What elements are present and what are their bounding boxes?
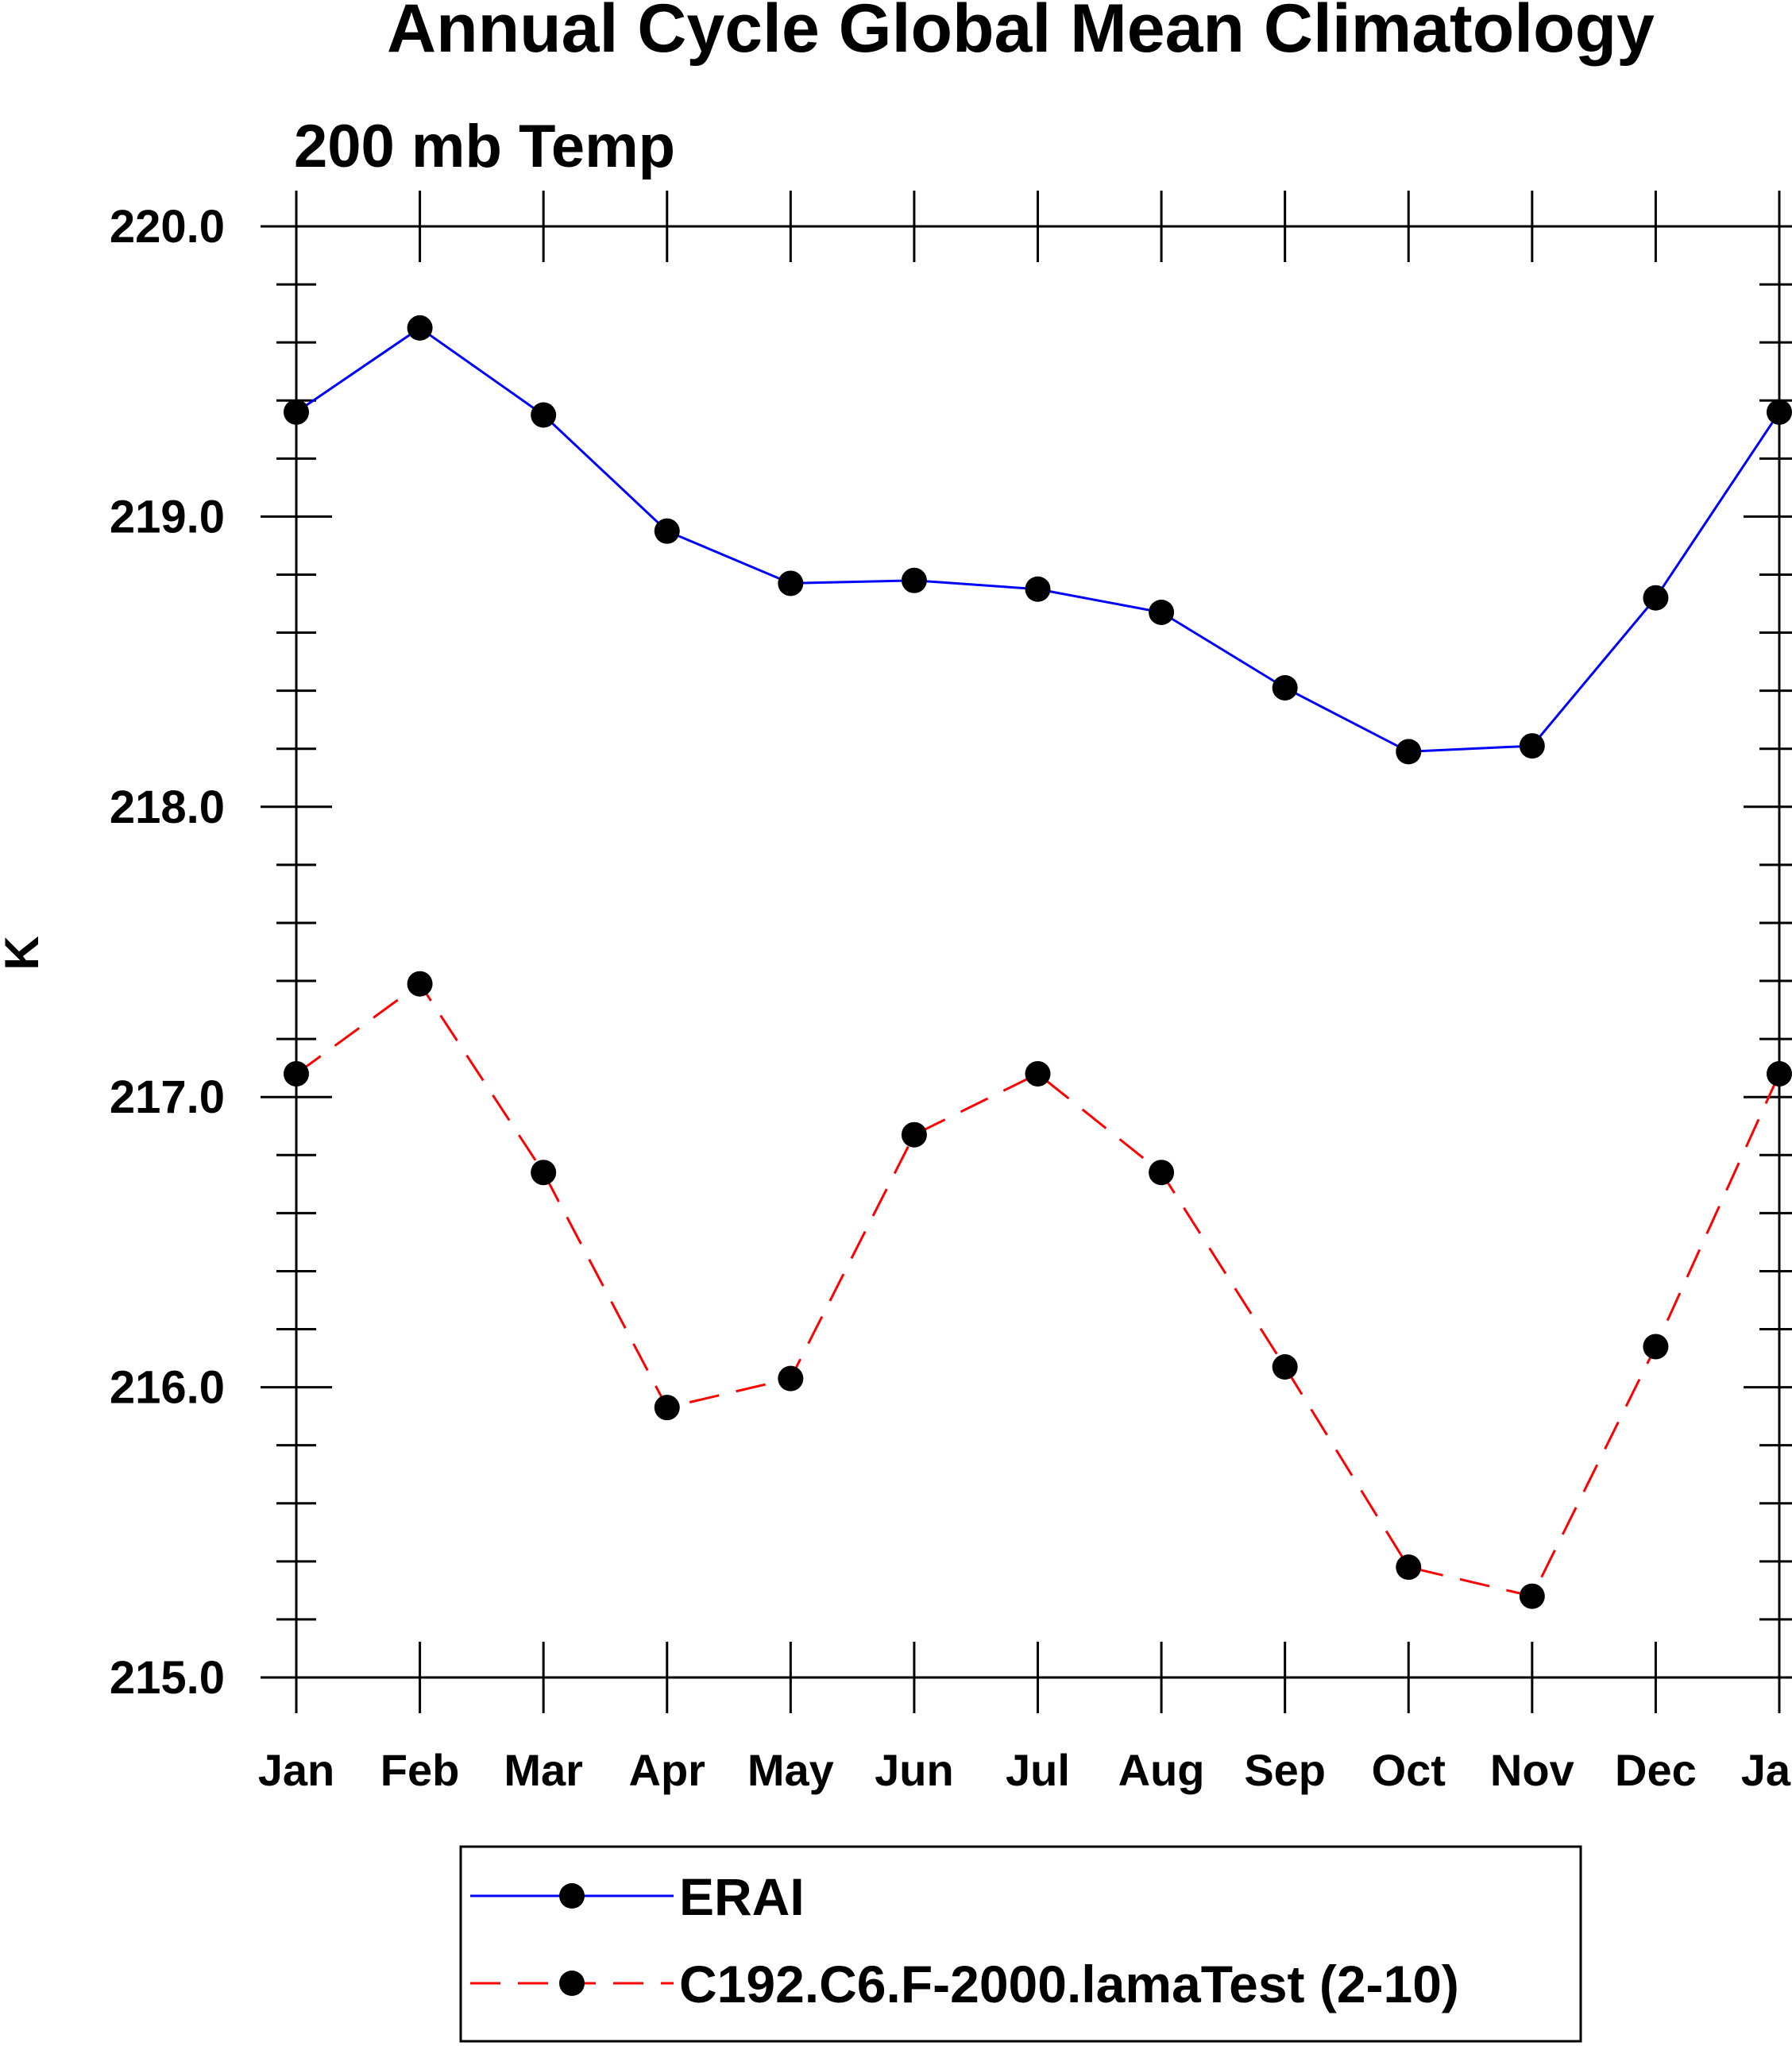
data-point xyxy=(1519,1583,1545,1609)
data-point xyxy=(654,518,680,544)
legend-marker xyxy=(559,1883,585,1909)
x-tick-label: Feb xyxy=(380,1745,460,1795)
x-tick-label: Jun xyxy=(875,1745,954,1795)
x-tick-label: Jan xyxy=(258,1745,335,1795)
legend-marker xyxy=(559,1971,585,1996)
series-line xyxy=(295,326,1781,753)
y-tick-label: 218.0 xyxy=(110,782,225,833)
legend-label: ERAI xyxy=(679,1867,805,1926)
data-point xyxy=(778,570,804,596)
plot-axes: Jan Feb Mar Apr May Jun Jul Aug Sep Oct Nov Dec Jan 2… xyxy=(110,191,1792,1795)
chart-subtitle: 200 mb Temp xyxy=(294,113,675,180)
data-point xyxy=(1272,1354,1298,1380)
data-point xyxy=(1396,1554,1422,1581)
data-point xyxy=(284,399,309,425)
series-2 xyxy=(284,971,1792,1609)
data-point xyxy=(1025,576,1051,602)
legend-label: C192.C6.F-2000.lamaTest (2-10) xyxy=(679,1955,1459,2013)
legend-box xyxy=(459,1845,1582,2043)
chart-title: Annual Cycle Global Mean Climatology xyxy=(387,0,1655,67)
data-point xyxy=(407,971,433,997)
data-point xyxy=(1272,674,1298,701)
data-point xyxy=(1643,1334,1669,1360)
data-point xyxy=(1643,585,1669,611)
y-axis-label: K xyxy=(0,936,48,970)
y-tick-label: 216.0 xyxy=(110,1362,225,1414)
series-layer xyxy=(284,315,1792,1609)
y-tick-label: 220.0 xyxy=(110,201,225,253)
y-tick-label: 215.0 xyxy=(110,1652,225,1704)
data-point xyxy=(1767,399,1792,425)
legend: ERAI C192.C6.F-2000.lamaTest (2-10) xyxy=(459,1845,1582,2043)
y-tick-label: 219.0 xyxy=(110,491,225,542)
y-tick-label: 217.0 xyxy=(110,1071,225,1123)
x-tick-label: Dec xyxy=(1615,1745,1697,1795)
data-point xyxy=(901,567,927,593)
data-point xyxy=(901,1121,927,1148)
data-point xyxy=(1149,1160,1175,1186)
data-point xyxy=(1149,599,1175,625)
x-tick-label: May xyxy=(747,1745,834,1795)
x-tick-label: Mar xyxy=(504,1745,583,1795)
x-tick-label: Sep xyxy=(1244,1745,1326,1795)
data-point xyxy=(407,315,433,341)
data-point xyxy=(1519,733,1545,759)
x-tick-label: Nov xyxy=(1490,1745,1574,1795)
data-point xyxy=(531,402,557,428)
x-tick-label: Jan xyxy=(1741,1745,1792,1795)
x-tick-label: Jul xyxy=(1006,1745,1070,1795)
data-point xyxy=(654,1395,680,1421)
data-point xyxy=(1025,1060,1051,1087)
data-point xyxy=(778,1365,804,1392)
data-point xyxy=(1767,1060,1792,1087)
x-tick-label: Aug xyxy=(1118,1745,1205,1795)
x-tick-label: Oct xyxy=(1372,1745,1446,1795)
data-point xyxy=(1396,739,1422,765)
series-1 xyxy=(284,315,1792,765)
data-point xyxy=(284,1060,309,1087)
plot-frame xyxy=(295,225,1781,1679)
data-point xyxy=(531,1160,557,1186)
x-tick-label: Apr xyxy=(629,1745,705,1795)
